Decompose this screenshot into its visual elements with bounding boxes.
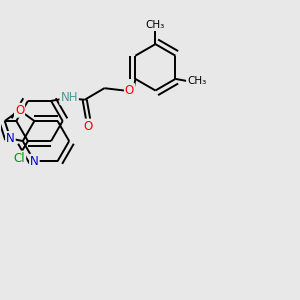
Text: CH₃: CH₃ (187, 76, 206, 86)
Text: O: O (15, 104, 24, 117)
Text: NH: NH (60, 91, 78, 104)
Text: N: N (6, 132, 15, 145)
Text: O: O (125, 84, 134, 97)
Text: CH₃: CH₃ (146, 20, 165, 30)
Text: N: N (30, 155, 39, 168)
Text: O: O (84, 119, 93, 133)
Text: Cl: Cl (14, 152, 25, 164)
